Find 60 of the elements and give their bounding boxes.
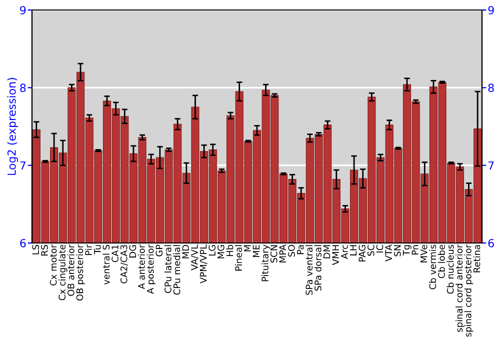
x-tick-label: SCN	[270, 245, 278, 263]
x-tick-label: CA1	[112, 245, 118, 262]
x-tick-label: Hb	[226, 244, 234, 256]
x-tick-label: A posterior	[146, 244, 156, 294]
x-tick-label: CA2/CA3	[120, 245, 128, 284]
x-tick-label: CPu medial	[173, 245, 180, 295]
x-tick-label: OB anterior	[67, 244, 74, 296]
x-tick-label: MG	[217, 245, 224, 258]
x-tick-label: SPa dorsal	[314, 245, 322, 291]
x-tick-label: SO	[288, 244, 295, 257]
x-tick-label: Pn	[412, 245, 418, 255]
x-tick-label: Cx motor	[50, 244, 57, 286]
x-tick-label: DG	[129, 245, 136, 258]
x-tick-label: M	[244, 245, 251, 252]
x-tick-label: Retina	[473, 245, 480, 272]
y-tick-label: 8	[20, 84, 26, 92]
x-tick-label: Arc	[341, 244, 348, 259]
x-tick-label: Cb nucleus	[446, 244, 454, 294]
x-tick-label: Cb lobe	[438, 244, 445, 278]
x-tick-label: LH	[350, 245, 357, 256]
x-tick-label: IC	[376, 244, 384, 252]
x-tick-label: DM	[324, 245, 330, 258]
x-tick-label: Tg	[402, 245, 412, 256]
y2-tick-label: 7	[488, 161, 494, 170]
x-tick-label: SC	[367, 244, 374, 256]
x-tick-label: MPA	[279, 244, 286, 262]
y2-tick-label: 6	[488, 238, 494, 248]
x-tick-label: Cb vermis	[429, 244, 436, 290]
x-tick-label: ME	[252, 244, 260, 257]
x-tick-label: MD	[182, 244, 189, 258]
x-tick-label: VA/VL	[191, 244, 199, 270]
x-tick-label: GP	[156, 244, 163, 256]
y2-tick-label: 8	[488, 84, 494, 92]
x-tick-label: Pir	[84, 244, 92, 255]
x-tick-label: Pa	[297, 245, 304, 254]
x-tick-label: Tu	[94, 245, 101, 254]
x-tick-label: SN	[394, 245, 401, 256]
x-tick-label: SPa ventral	[306, 245, 313, 295]
x-tick-label: VTA	[385, 244, 392, 262]
x-tick-label: PAG	[358, 245, 366, 262]
x-tick-label: Pituitary	[261, 244, 270, 282]
x-tick-label: LG	[208, 245, 216, 256]
x-tick-label: spinal cord anterior	[456, 244, 464, 332]
x-tick-label: Pineal	[234, 245, 242, 271]
x-tick-label: CPu lateral	[164, 245, 172, 293]
y-tick-label: 7	[20, 161, 26, 170]
x-tick-label: spinal cord posterior	[464, 244, 474, 337]
x-tick-label: OB posterior	[76, 244, 85, 301]
x-tick-label: VMH	[332, 245, 339, 266]
x-tick-label: VPM/VPL	[200, 244, 208, 284]
x-tick-label: LS	[32, 244, 40, 254]
x-tick-label: RS	[41, 244, 48, 256]
x-tick-label: ventral S	[102, 244, 110, 285]
x-tick-label: Cx cingulate	[58, 244, 68, 300]
y-tick-label: 9	[20, 6, 26, 14]
y-axis-title: Log2 (expression)	[7, 78, 18, 175]
x-tick-label: MVe	[420, 244, 428, 262]
x-tick-label: A anterior	[138, 244, 145, 290]
y-tick-label: 6	[20, 238, 26, 248]
y2-tick-label: 9	[488, 6, 494, 14]
